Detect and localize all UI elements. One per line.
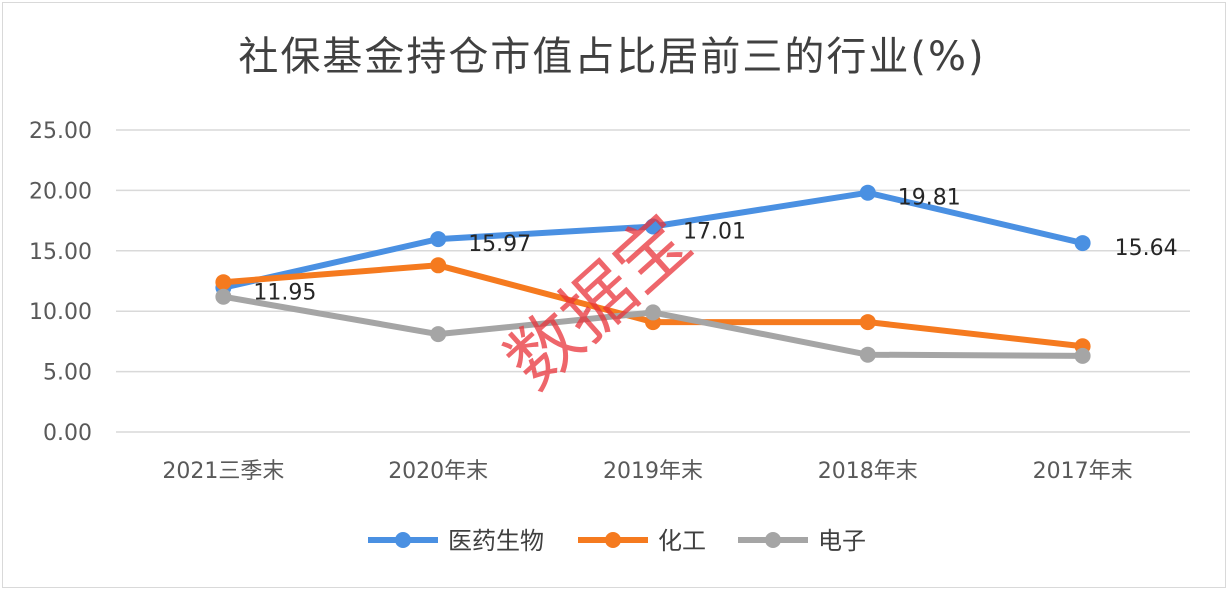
data-label: 17.01 xyxy=(683,220,746,245)
legend-item: 医药生物 xyxy=(368,527,544,555)
y-tick-label: 5.00 xyxy=(43,361,92,386)
legend-label: 化工 xyxy=(658,527,706,555)
data-point xyxy=(215,288,232,305)
legend-marker xyxy=(765,532,781,548)
y-tick-label: 25.00 xyxy=(29,119,92,144)
x-tick-label: 2020年末 xyxy=(388,459,488,484)
data-point xyxy=(859,314,876,331)
y-tick-label: 20.00 xyxy=(29,179,92,204)
y-tick-label: 15.00 xyxy=(29,240,92,265)
data-point xyxy=(430,257,447,274)
legend-label: 电子 xyxy=(818,527,866,555)
data-point xyxy=(645,304,661,321)
data-point xyxy=(430,326,447,343)
chart-title: 社保基金持仓市值占比居前三的行业(%) xyxy=(238,34,985,80)
x-tick-label: 2018年末 xyxy=(818,459,918,484)
data-point xyxy=(1074,235,1091,252)
data-point xyxy=(1074,347,1091,364)
data-label: 11.95 xyxy=(253,281,316,306)
x-tick-label: 2021三季末 xyxy=(162,459,284,484)
y-tick-label: 10.00 xyxy=(29,300,92,325)
data-point xyxy=(430,231,447,248)
data-point xyxy=(859,346,876,363)
legend-item: 电子 xyxy=(738,527,866,555)
x-tick-label: 2019年末 xyxy=(603,459,703,484)
legend-item: 化工 xyxy=(578,527,706,555)
data-point xyxy=(859,184,876,201)
data-point xyxy=(215,274,232,291)
y-tick-label: 0.00 xyxy=(43,421,92,446)
data-point xyxy=(645,218,661,235)
legend-marker xyxy=(395,532,411,548)
legend-label: 医药生物 xyxy=(448,527,544,555)
data-label: 15.64 xyxy=(1115,236,1178,261)
x-tick-label: 2017年末 xyxy=(1033,459,1133,484)
data-label: 15.97 xyxy=(468,232,531,257)
data-label: 19.81 xyxy=(898,186,961,211)
legend-marker xyxy=(605,532,621,548)
